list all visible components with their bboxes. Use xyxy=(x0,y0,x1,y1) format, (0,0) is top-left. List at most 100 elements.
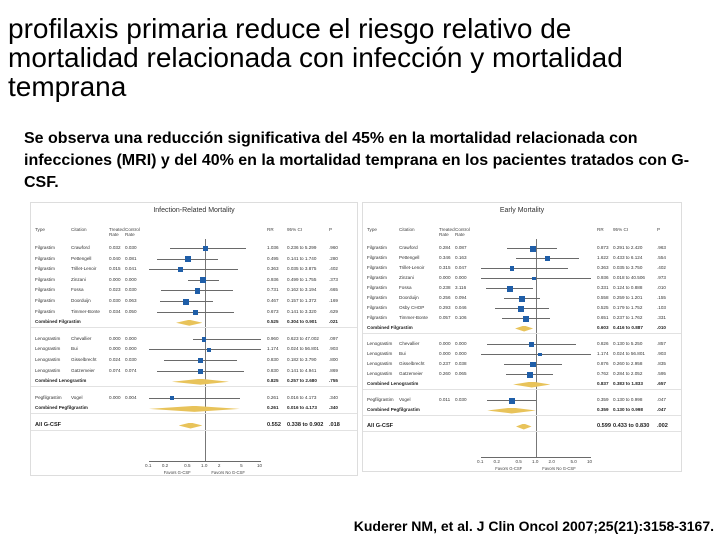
point-estimate-marker xyxy=(197,357,204,364)
table-row: Pegfilgrastim Vogel 0.000 0.004 0.261 0.016 t… xyxy=(31,393,357,403)
ci-cell: 0.124 to 0.888 xyxy=(613,285,643,290)
control-rate-cell: 0.000 xyxy=(455,341,467,346)
overall-row: All G-CSF 0.599 0.433 to 0.830 .002 xyxy=(363,421,681,431)
treated-rate-cell: 0.237 xyxy=(439,361,451,366)
rr-cell: 0.603 xyxy=(597,325,609,330)
ci-cell: 0.024 to 56.801 xyxy=(613,351,645,356)
table-row: Filgrastim Fossa 0.023 0.030 0.731 0.162 to 3… xyxy=(31,285,357,295)
citation-cell: Gatzemeier xyxy=(399,371,423,376)
ci-line xyxy=(481,268,568,269)
p-cell: .835 xyxy=(657,361,666,366)
citation-cell: Zinzani xyxy=(399,275,414,280)
citation-cell: Bui xyxy=(399,351,406,356)
type-cell: Pegfilgrastim xyxy=(35,394,62,400)
control-rate-cell: 0.094 xyxy=(455,295,467,300)
table-row: Pegfilgrastim Vogel 0.011 0.030 0.359 0.130 t… xyxy=(363,395,681,405)
ci-line xyxy=(481,354,591,355)
type-cell: Filgrastim xyxy=(35,255,55,261)
citation-cell: Gisselbrecht xyxy=(71,357,97,362)
axis-tick-label: 5.0 xyxy=(570,459,577,464)
axis-tick-label: 1.0 xyxy=(532,459,539,464)
treated-rate-cell: 0.057 xyxy=(439,315,451,320)
treated-rate-cell: 0.034 xyxy=(109,308,121,314)
ci-cell: 0.623 to 47.002 xyxy=(287,335,319,341)
p-cell: .340 xyxy=(329,405,338,411)
ci-cell: 0.416 to 0.887 xyxy=(613,325,643,330)
rr-cell: 0.495 xyxy=(267,255,279,261)
treated-rate-cell: 0.293 xyxy=(439,305,451,310)
type-cell: Filgrastim xyxy=(367,295,387,300)
p-cell: .047 xyxy=(657,397,666,402)
column-header: 95% CI xyxy=(613,227,629,232)
table-row: Lenograstim Gisselbrecht 0.237 0.038 0.876 0.… xyxy=(363,359,681,369)
treated-rate-cell: 0.000 xyxy=(439,351,451,356)
citation-cell: Fossa xyxy=(71,287,84,293)
column-header: 95% CI xyxy=(287,227,303,232)
slide-subtitle: Se observa una reducción significativa d… xyxy=(24,130,690,191)
type-cell: Filgrastim xyxy=(367,255,387,260)
row-separator xyxy=(31,413,357,415)
rr-cell: 0.558 xyxy=(597,295,609,300)
rr-cell: 0.731 xyxy=(267,287,279,293)
treated-rate-cell: 0.074 xyxy=(109,367,121,373)
control-rate-cell: 0.063 xyxy=(125,298,137,303)
p-cell: .554 xyxy=(657,255,666,260)
table-row: Filgrastim Timmer-Bonte 0.057 0.106 0.651 0.2… xyxy=(363,313,681,323)
control-rate-cell: 0.065 xyxy=(455,371,467,376)
point-estimate-marker xyxy=(178,267,183,272)
x-axis xyxy=(149,461,261,462)
table-row: Lenograstim Bui 0.000 0.000 1.174 0.024 to 56… xyxy=(31,344,357,354)
ci-cell: 0.162 to 3.194 xyxy=(287,287,317,293)
rr-cell: 0.825 xyxy=(267,378,279,384)
pooled-estimate-diamond xyxy=(178,422,203,429)
p-cell: .155 xyxy=(657,295,666,300)
row-label: All G-CSF xyxy=(367,423,394,429)
p-cell: .010 xyxy=(657,285,666,290)
type-cell: Filgrastim xyxy=(35,298,55,303)
pooled-estimate-diamond xyxy=(513,381,551,388)
point-estimate-marker xyxy=(529,342,534,347)
p-cell: .021 xyxy=(329,319,338,325)
ci-cell: 0.259 to 1.201 xyxy=(613,295,643,300)
row-label: Combined Lenograstim xyxy=(35,378,87,384)
column-header: Control Rate xyxy=(455,227,470,237)
row-label: Combined Pegfilgrastim xyxy=(367,407,420,412)
type-cell: Lenograstim xyxy=(367,341,393,346)
axis-tick-label: 0.5 xyxy=(515,459,522,464)
point-estimate-marker xyxy=(201,337,207,342)
control-rate-cell: 0.050 xyxy=(125,308,137,314)
row-separator xyxy=(363,333,681,334)
ci-cell: 0.035 to 3.875 xyxy=(287,266,317,272)
rr-cell: 0.826 xyxy=(597,341,609,346)
citation: Kuderer NM, et al. J Clin Oncol 2007;25(… xyxy=(353,518,714,534)
p-cell: .973 xyxy=(657,275,666,280)
p-cell: .903 xyxy=(657,351,666,356)
combined-row: Combined Pegfilgrastim 0.261 0.016 to 4.17… xyxy=(31,403,357,413)
axis-tick-label: 5 xyxy=(240,463,243,468)
table-row: Filgrastim Doorduijn 0.030 0.063 0.467 0.157 … xyxy=(31,296,357,306)
citation-cell: Zinzani xyxy=(71,276,86,282)
pooled-estimate-diamond xyxy=(176,319,203,326)
citation-cell: Crawford xyxy=(71,245,90,250)
table-row: Filgrastim Trillet-Lenoir 0.015 0.041 0.363 0… xyxy=(31,264,357,274)
ci-cell: 0.236 to 5.299 xyxy=(287,245,317,250)
type-cell: Filgrastim xyxy=(35,276,55,282)
p-cell: .657 xyxy=(657,381,666,386)
combined-row: Combined Pegfilgrastim 0.359 0.130 to 0.99… xyxy=(363,405,681,415)
control-rate-cell: 0.000 xyxy=(455,351,467,356)
ci-line xyxy=(149,349,261,351)
rr-cell: 0.762 xyxy=(597,371,609,376)
rr-cell: 0.525 xyxy=(267,319,279,325)
rr-cell: 1.174 xyxy=(597,351,609,356)
ci-cell: 0.130 to 0.998 xyxy=(613,407,643,412)
p-cell: .373 xyxy=(329,276,338,282)
treated-rate-cell: 0.030 xyxy=(109,298,121,303)
p-cell: .002 xyxy=(657,423,668,429)
treated-rate-cell: 0.256 xyxy=(439,295,451,300)
treated-rate-cell: 0.000 xyxy=(109,394,121,400)
treated-rate-cell: 0.000 xyxy=(109,346,121,352)
treated-rate-cell: 0.000 xyxy=(439,341,451,346)
p-cell: .047 xyxy=(657,407,666,412)
point-estimate-marker xyxy=(170,396,175,401)
rr-cell: 0.876 xyxy=(597,361,609,366)
